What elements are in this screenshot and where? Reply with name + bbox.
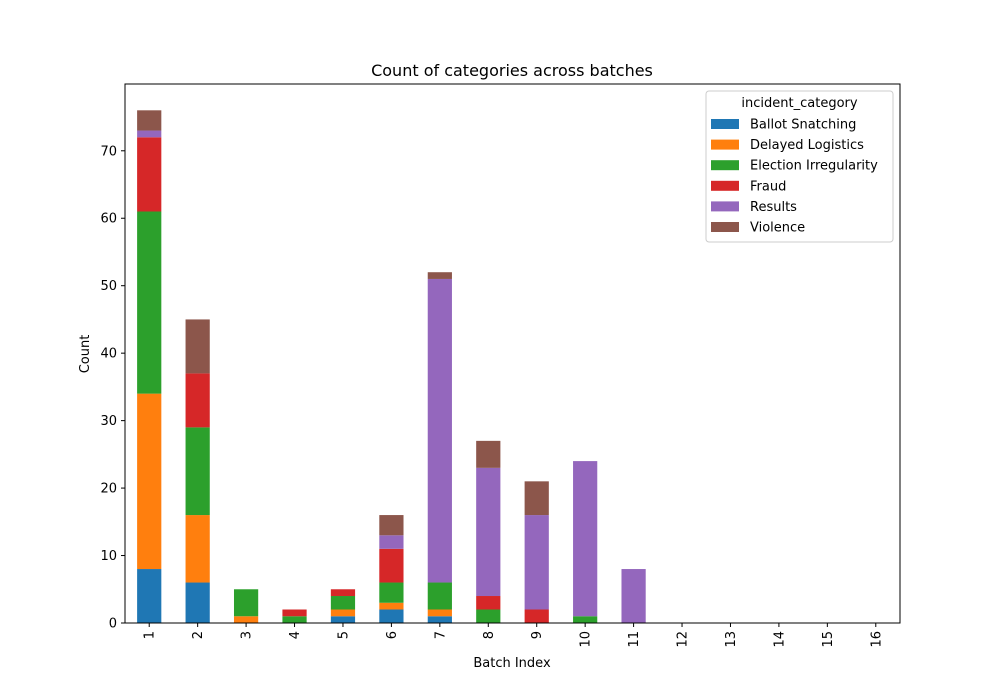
legend-entry-label: Election Irregularity [750,159,878,174]
bar-segment-delayed-logistics-batch-6 [379,602,404,610]
bar-segment-results-batch-11 [621,569,646,623]
y-tick-label: 60 [100,212,117,227]
legend-swatch [711,160,739,171]
bar-segment-delayed-logistics-batch-2 [185,515,210,583]
x-tick-label: 8 [482,631,497,639]
x-tick-label: 16 [869,631,884,648]
legend-entry-label: Results [750,200,797,215]
y-tick-label: 70 [100,144,117,159]
bars-group [137,110,646,623]
bar-segment-election-irregularity-batch-3 [233,589,259,617]
x-tick-label: 4 [288,631,303,639]
legend-title: incident_category [741,96,857,111]
bar-segment-ballot-snatching-batch-6 [379,609,404,623]
bar-segment-violence-batch-8 [476,440,501,468]
bar-segment-delayed-logistics-batch-3 [233,616,259,623]
bar-segment-violence-batch-7 [427,272,452,279]
x-tick-label: 3 [240,631,255,639]
bar-segment-results-batch-9 [524,515,549,610]
x-tick-label: 9 [530,631,545,639]
y-axis: 0 10 20 30 40 50 60 70 [100,144,125,632]
bar-segment-election-irregularity-batch-8 [476,609,501,623]
bar-segment-fraud-batch-6 [379,548,404,583]
bar-segment-fraud-batch-9 [524,609,549,623]
x-tick-label: 1 [143,631,158,639]
bar-segment-ballot-snatching-batch-7 [427,616,452,623]
x-tick-label: 11 [627,631,642,648]
x-tick-label: 7 [433,631,448,639]
bar-segment-ballot-snatching-batch-2 [185,582,210,623]
x-tick-label: 14 [772,631,787,648]
bar-segment-election-irregularity-batch-1 [137,211,162,394]
legend-swatch [711,222,739,232]
legend-entry-label: Violence [750,221,805,236]
bar-segment-violence-batch-6 [379,515,404,536]
bar-segment-ballot-snatching-batch-1 [137,569,162,623]
bar-segment-delayed-logistics-batch-5 [330,609,356,617]
bar-segment-fraud-batch-5 [330,589,356,597]
x-tick-label: 15 [821,631,836,648]
legend-box [705,90,894,243]
bar-segment-violence-batch-9 [524,481,549,516]
bar-segment-fraud-batch-8 [476,596,501,610]
legend-swatch [711,180,739,191]
bar-segment-results-batch-8 [476,467,501,597]
y-tick-label: 40 [100,347,117,362]
bar-segment-election-irregularity-batch-6 [379,582,404,603]
x-tick-label: 2 [191,631,206,639]
bar-segment-election-irregularity-batch-2 [185,427,210,516]
legend-swatch [711,119,739,129]
bar-segment-results-batch-6 [379,535,404,549]
bar-segment-election-irregularity-batch-7 [427,582,452,610]
bar-segment-results-batch-7 [427,278,452,583]
chart-title: Count of categories across batches [371,61,653,80]
legend-swatch [711,139,739,150]
bar-segment-election-irregularity-batch-4 [282,616,307,623]
bar-segment-results-batch-10 [573,461,598,617]
x-axis-title: Batch Index [473,656,551,671]
x-tick-label: 10 [579,631,594,648]
y-tick-label: 30 [100,414,117,429]
bar-segment-violence-batch-2 [185,319,210,374]
bar-segment-delayed-logistics-batch-7 [427,609,452,617]
x-tick-label: 12 [676,631,691,648]
bar-segment-results-batch-1 [137,130,162,138]
legend-entry-label: Ballot Snatching [750,118,856,133]
legend-entry-label: Fraud [750,179,786,194]
bar-segment-fraud-batch-4 [282,609,307,617]
bar-segment-fraud-batch-2 [185,373,210,428]
bar-segment-election-irregularity-batch-10 [573,616,598,623]
bar-segment-violence-batch-1 [137,110,162,131]
bar-segment-ballot-snatching-batch-5 [330,616,356,623]
x-tick-label: 13 [724,631,739,648]
legend-entry-label: Delayed Logistics [750,138,864,153]
x-tick-label: 6 [385,631,400,639]
x-tick-label: 5 [336,631,351,639]
bar-segment-election-irregularity-batch-5 [330,596,356,610]
legend-swatch [711,201,739,212]
y-tick-label: 0 [109,617,117,632]
legend: incident_category Ballot Snatching Delayed… [705,90,894,243]
y-tick-label: 10 [100,549,117,564]
bar-segment-fraud-batch-1 [137,137,162,212]
y-tick-label: 50 [100,279,117,294]
y-tick-label: 20 [100,482,117,497]
y-axis-title: Count [78,335,93,374]
bar-segment-delayed-logistics-batch-1 [137,393,162,570]
x-axis: 1 2 3 4 5 6 7 8 9 10 11 12 13 14 15 16 [143,623,884,648]
